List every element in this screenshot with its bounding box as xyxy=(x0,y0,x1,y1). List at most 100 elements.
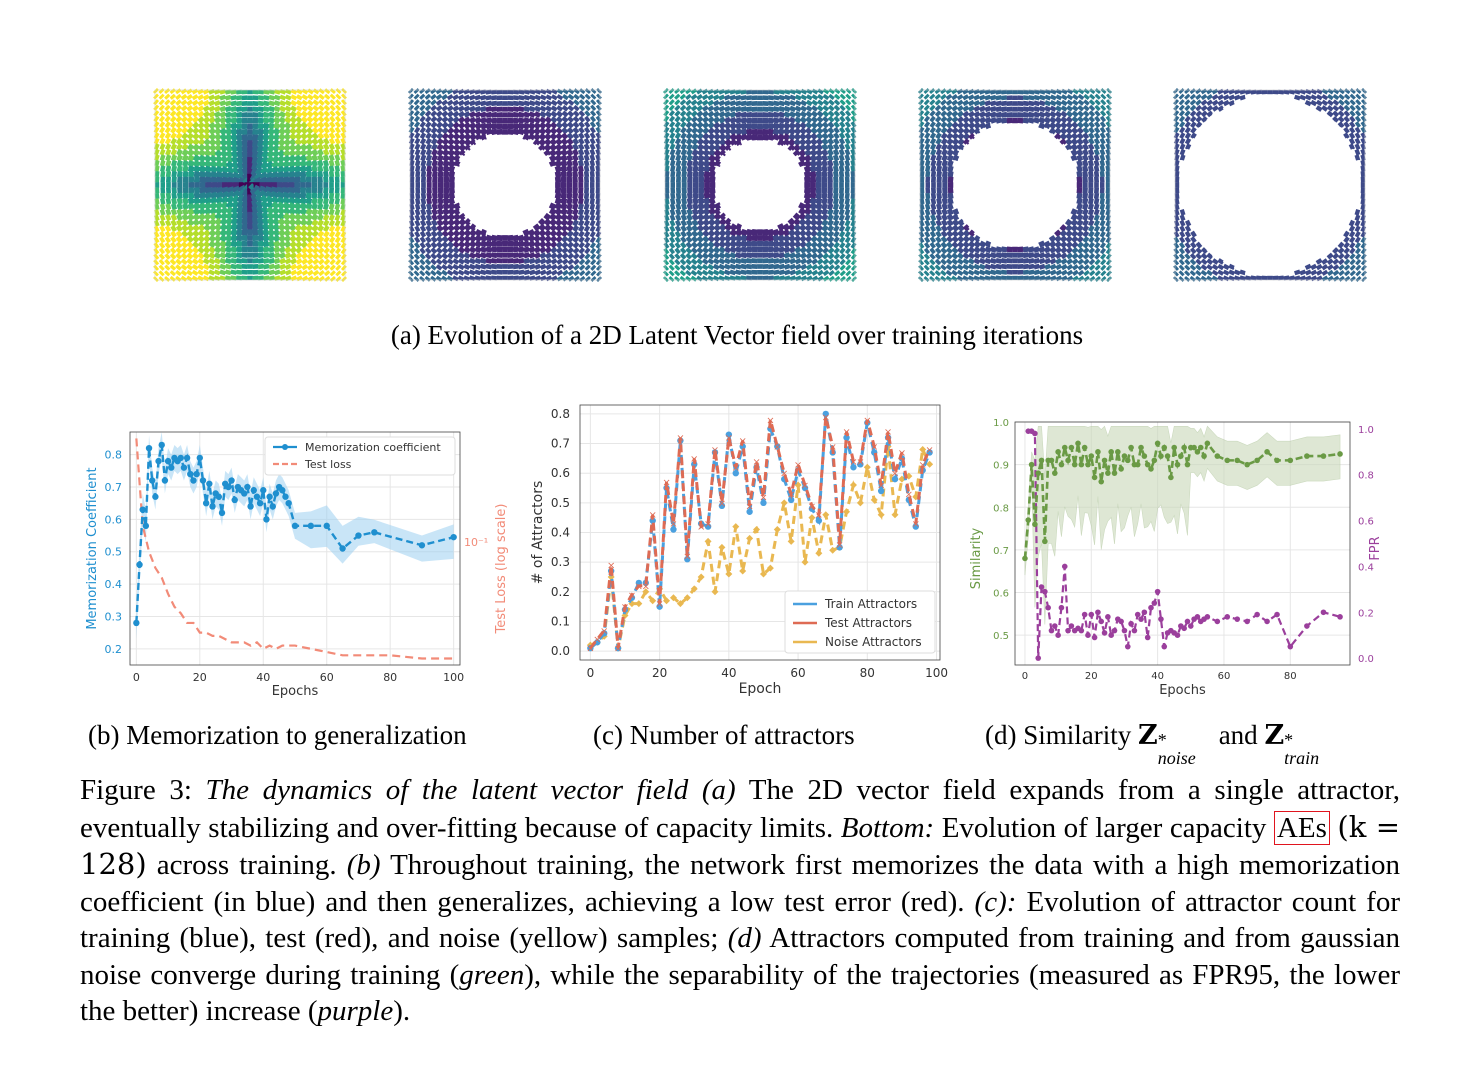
field-arrow xyxy=(1037,138,1046,147)
field-arrow xyxy=(458,240,466,249)
field-arrow xyxy=(698,187,705,194)
field-arrow xyxy=(952,143,960,151)
field-arrow xyxy=(935,159,943,167)
field-arrow xyxy=(1099,154,1106,161)
field-arrow xyxy=(328,192,335,199)
field-arrow xyxy=(225,149,234,159)
field-arrow xyxy=(815,202,823,210)
field-arrow xyxy=(413,270,420,277)
field-arrow xyxy=(1033,269,1041,276)
field-arrow xyxy=(590,253,597,260)
field-arrow xyxy=(919,203,925,211)
field-arrow xyxy=(230,160,240,170)
field-arrow xyxy=(967,258,975,265)
field-arrow xyxy=(1087,154,1095,162)
field-arrow xyxy=(270,186,279,194)
field-arrow xyxy=(311,241,319,249)
field-arrow xyxy=(175,264,182,271)
field-arrow xyxy=(978,252,987,259)
field-arrow xyxy=(773,100,780,107)
field-arrow xyxy=(214,206,224,216)
field-arrow xyxy=(1027,133,1035,142)
field-arrow xyxy=(1021,217,1029,225)
field-arrow xyxy=(548,202,557,210)
field-arrow xyxy=(746,223,754,231)
field-arrow xyxy=(329,275,336,282)
field-arrow xyxy=(1038,116,1046,124)
field-arrow xyxy=(511,223,519,231)
field-arrow xyxy=(1059,229,1068,238)
field-arrow xyxy=(468,269,476,276)
field-arrow xyxy=(679,264,687,271)
field-arrow xyxy=(675,148,682,156)
field-arrow xyxy=(1022,111,1029,118)
field-arrow xyxy=(204,171,212,179)
field-arrow xyxy=(701,275,709,282)
field-arrow xyxy=(701,105,709,112)
field-arrow xyxy=(1082,137,1090,146)
field-arrow xyxy=(186,252,194,260)
field-arrow xyxy=(516,217,525,226)
field-arrow xyxy=(957,121,965,129)
field-arrow xyxy=(408,253,415,260)
field-arrow xyxy=(776,217,785,226)
field-arrow xyxy=(1178,247,1186,255)
field-arrow xyxy=(311,143,319,151)
field-arrow xyxy=(707,116,715,124)
field-arrow xyxy=(424,110,432,117)
field-arrow xyxy=(1179,214,1186,222)
field-arrow xyxy=(686,192,693,199)
field-arrow xyxy=(180,264,188,271)
field-arrow xyxy=(1033,89,1041,95)
field-arrow xyxy=(214,160,224,169)
field-arrow xyxy=(446,246,455,254)
field-arrow xyxy=(323,225,330,233)
field-arrow xyxy=(305,213,313,221)
field-arrow xyxy=(850,231,857,238)
field-arrow xyxy=(833,93,841,100)
field-arrow xyxy=(420,159,427,167)
field-arrow xyxy=(690,269,698,277)
field-arrow xyxy=(1093,208,1100,216)
field-arrow xyxy=(1054,252,1063,260)
field-arrow xyxy=(186,110,194,118)
field-arrow xyxy=(529,269,536,276)
field-arrow xyxy=(746,246,753,253)
field-arrow xyxy=(663,121,670,128)
field-arrow xyxy=(1076,197,1083,205)
field-arrow xyxy=(1049,252,1057,259)
field-arrow xyxy=(420,154,427,162)
field-arrow xyxy=(277,212,286,221)
field-arrow xyxy=(805,252,813,260)
field-arrow xyxy=(491,171,502,182)
field-arrow xyxy=(923,88,930,94)
field-arrow xyxy=(283,138,292,147)
field-arrow xyxy=(479,252,487,259)
field-arrow xyxy=(740,269,747,275)
field-arrow xyxy=(153,225,160,233)
field-arrow xyxy=(1174,165,1180,172)
field-arrow xyxy=(288,154,297,163)
field-arrow xyxy=(1099,214,1106,222)
field-arrow xyxy=(845,258,852,266)
field-arrow xyxy=(543,143,552,152)
field-arrow xyxy=(181,143,189,151)
field-arrow xyxy=(1071,99,1079,106)
field-arrow xyxy=(306,110,314,118)
field-arrow xyxy=(1027,252,1035,259)
field-arrow xyxy=(176,165,183,173)
field-arrow xyxy=(1076,203,1083,211)
field-arrow xyxy=(1022,117,1029,124)
field-arrow xyxy=(838,165,845,172)
field-arrow xyxy=(1027,234,1035,242)
field-arrow xyxy=(838,159,845,167)
field-arrow xyxy=(930,198,937,205)
field-arrow xyxy=(175,137,183,146)
field-arrow xyxy=(663,115,670,123)
field-arrow xyxy=(924,143,931,151)
field-arrow xyxy=(584,241,591,249)
field-arrow xyxy=(413,93,420,100)
field-arrow xyxy=(1024,166,1034,176)
field-arrow xyxy=(663,93,669,100)
field-arrow xyxy=(537,171,545,179)
